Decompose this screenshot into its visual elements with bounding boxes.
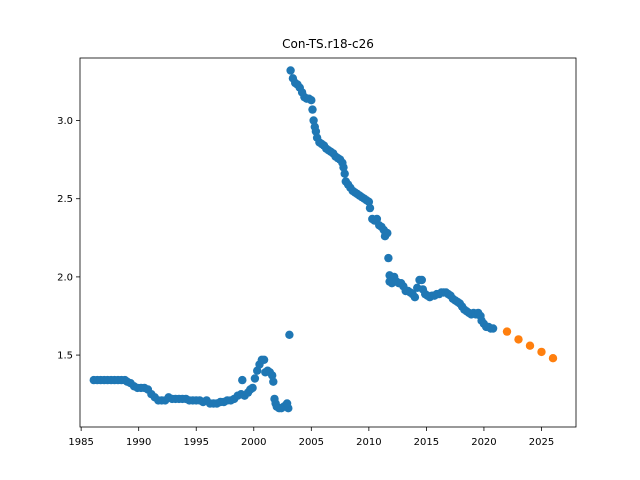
data-point bbox=[307, 96, 316, 105]
data-point bbox=[502, 327, 512, 336]
data-point bbox=[365, 203, 375, 213]
points-layer bbox=[89, 66, 558, 413]
data-point bbox=[250, 374, 260, 383]
data-point bbox=[268, 371, 277, 380]
data-point bbox=[514, 335, 523, 344]
data-point bbox=[410, 293, 420, 302]
data-point bbox=[259, 355, 269, 364]
x-tick-label: 1995 bbox=[184, 437, 209, 448]
x-tick-label: 1990 bbox=[126, 437, 151, 448]
plot-area-frame bbox=[79, 57, 577, 428]
y-tick-label: 3.0 bbox=[57, 116, 73, 127]
x-tick-label: 2010 bbox=[356, 437, 381, 448]
data-point bbox=[248, 383, 257, 393]
data-point bbox=[308, 105, 317, 114]
y-tick-label: 1.5 bbox=[57, 351, 73, 362]
data-point bbox=[384, 253, 393, 263]
y-tick-label: 2.0 bbox=[57, 272, 73, 283]
x-tick-label: 2015 bbox=[414, 437, 439, 448]
data-point bbox=[309, 116, 318, 125]
data-point bbox=[339, 163, 348, 172]
data-point bbox=[537, 347, 546, 357]
data-point bbox=[488, 324, 498, 333]
data-point bbox=[548, 354, 558, 363]
data-point bbox=[269, 377, 278, 386]
ticks-layer: 1985 1990 1995 2000 2005 2010 2015 2020 2025 1.5 2… bbox=[57, 116, 554, 448]
data-point bbox=[282, 399, 292, 408]
data-point bbox=[525, 341, 535, 350]
x-tick-label: 2000 bbox=[241, 437, 266, 448]
data-point bbox=[364, 197, 374, 206]
x-tick-label: 2025 bbox=[529, 437, 554, 448]
data-point bbox=[238, 375, 247, 385]
data-point bbox=[286, 66, 295, 75]
data-point bbox=[383, 228, 392, 238]
data-point bbox=[285, 330, 294, 339]
x-tick-label: 1985 bbox=[68, 437, 93, 448]
x-tick-label: 2020 bbox=[471, 437, 496, 448]
data-point bbox=[340, 169, 349, 178]
data-point bbox=[417, 275, 426, 285]
chart-title: Con-TS.r18-c26 bbox=[282, 37, 374, 51]
y-tick-label: 2.5 bbox=[57, 194, 73, 205]
x-tick-label: 2005 bbox=[299, 437, 324, 448]
data-point bbox=[372, 214, 382, 224]
